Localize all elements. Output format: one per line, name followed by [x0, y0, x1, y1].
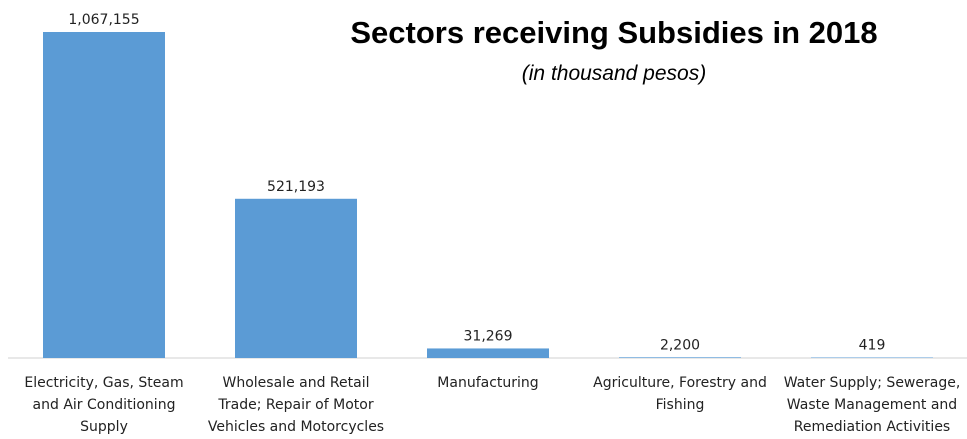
bar-group — [43, 32, 933, 358]
data-label-4: 419 — [859, 338, 886, 354]
data-label-3: 2,200 — [660, 337, 700, 353]
data-label-0: 1,067,155 — [68, 12, 139, 28]
category-label-2: Manufacturing — [437, 375, 538, 391]
bar-1 — [235, 199, 357, 358]
category-label-0: Electricity, Gas, Steam and Air Condition… — [24, 375, 183, 435]
chart-title: Sectors receiving Subsidies in 2018 — [350, 15, 877, 50]
bar-0 — [43, 32, 165, 358]
data-label-1: 521,193 — [267, 179, 325, 195]
category-label-group: Electricity, Gas, Steam and Air Condition… — [24, 375, 960, 435]
category-label-1: Wholesale and Retail Trade; Repair of Mot… — [208, 375, 384, 435]
bar-3 — [619, 357, 741, 358]
data-label-2: 31,269 — [464, 328, 513, 344]
category-label-4: Water Supply; Sewerage, Waste Management … — [784, 375, 961, 435]
chart-subtitle: (in thousand pesos) — [522, 62, 706, 85]
category-label-3: Agriculture, Forestry and Fishing — [593, 375, 767, 413]
bar-2 — [427, 348, 549, 358]
data-label-group: 1,067,155 521,193 31,269 2,200 419 — [68, 12, 885, 354]
bar-4 — [811, 358, 933, 359]
